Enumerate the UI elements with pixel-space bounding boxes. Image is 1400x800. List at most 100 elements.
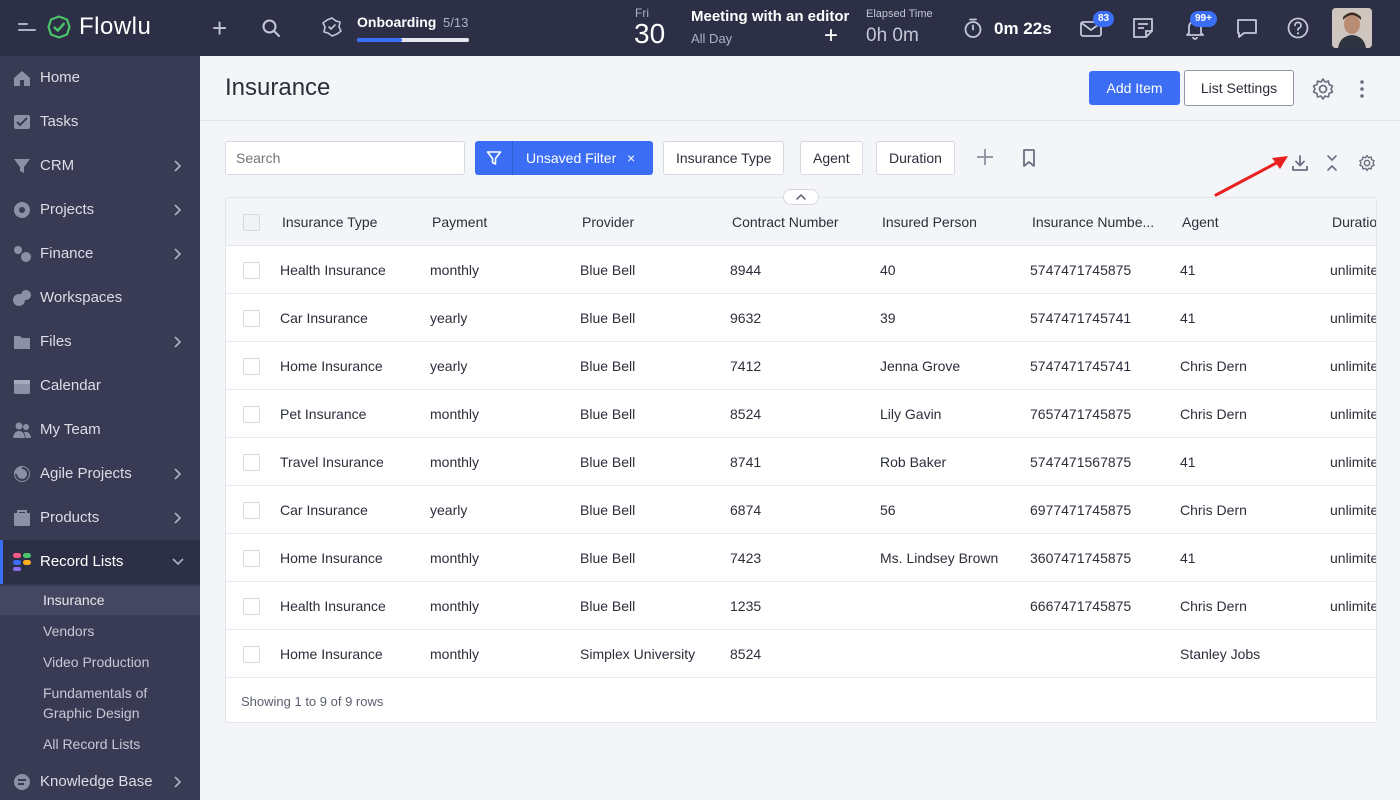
sidebar-subitem-fundamentals[interactable]: Fundamentals of Graphic Design xyxy=(43,685,148,721)
row-checkbox[interactable] xyxy=(243,550,260,567)
quick-add-plus-icon[interactable]: + xyxy=(212,13,228,43)
sidebar-item-tasks[interactable]: Tasks xyxy=(0,100,200,144)
column-header[interactable]: Duratio xyxy=(1332,214,1377,230)
sidebar-item-knowledge-base[interactable]: Knowledge Base xyxy=(0,760,200,800)
filter-chip-insurance-type[interactable]: Insurance Type xyxy=(663,141,785,175)
user-avatar[interactable] xyxy=(1332,8,1372,48)
filter-chip-agent[interactable]: Agent xyxy=(800,141,863,175)
close-icon[interactable]: × xyxy=(627,150,636,166)
sidebar-subitem-vendors[interactable]: Vendors xyxy=(43,623,95,639)
column-header[interactable]: Payment xyxy=(432,214,488,230)
table-cell: 8524 xyxy=(730,406,762,422)
add-filter-plus-icon[interactable] xyxy=(975,147,995,167)
collapse-filters-tab[interactable] xyxy=(783,189,819,205)
more-vertical-icon[interactable] xyxy=(1360,79,1364,99)
meeting-subtitle: All Day xyxy=(691,31,733,46)
help-icon[interactable] xyxy=(1286,16,1310,40)
page-header: Insurance Add Item List Settings xyxy=(200,56,1400,121)
select-all-checkbox[interactable] xyxy=(243,214,260,231)
row-checkbox[interactable] xyxy=(243,598,260,615)
app-logo-text[interactable]: Flowlu xyxy=(79,13,152,40)
row-checkbox[interactable] xyxy=(243,310,260,327)
table-row[interactable]: Home Insurance monthly Blue Bell 7423 Ms. Li… xyxy=(226,534,1376,582)
chat-icon[interactable] xyxy=(1235,16,1259,40)
column-header[interactable]: Insured Person xyxy=(882,214,977,230)
table-row[interactable]: Health Insurance monthly Blue Bell 1235 6667… xyxy=(226,582,1376,630)
sidebar-item-agile-projects[interactable]: Agile Projects xyxy=(0,452,200,496)
table-cell: Blue Bell xyxy=(580,358,636,374)
add-item-button[interactable]: Add Item xyxy=(1089,71,1180,105)
sidebar-item-products[interactable]: Products xyxy=(0,496,200,540)
row-checkbox[interactable] xyxy=(243,406,260,423)
table-settings-gear-icon[interactable] xyxy=(1358,154,1376,172)
sidebar-subitem-video-production[interactable]: Video Production xyxy=(43,654,150,670)
table-row[interactable]: Health Insurance monthly Blue Bell 8944 40 57… xyxy=(226,246,1376,294)
chevron-right-icon xyxy=(174,336,182,348)
column-header[interactable]: Contract Number xyxy=(732,214,839,230)
filter-chip-duration[interactable]: Duration xyxy=(876,141,955,175)
row-checkbox[interactable] xyxy=(243,454,260,471)
table-row[interactable]: Car Insurance yearly Blue Bell 6874 56 697747… xyxy=(226,486,1376,534)
row-checkbox[interactable] xyxy=(243,262,260,279)
row-checkbox[interactable] xyxy=(243,358,260,375)
table-cell: Pet Insurance xyxy=(280,406,367,422)
unsaved-filter-button[interactable]: Unsaved Filter × xyxy=(475,141,653,175)
sidebar-item-record-lists[interactable]: Record Lists xyxy=(0,540,200,584)
collapse-rows-icon[interactable] xyxy=(1326,154,1338,172)
knowledge-base-icon xyxy=(14,774,30,790)
sidebar-item-workspaces[interactable]: Workspaces xyxy=(0,276,200,320)
table-cell: unlimite xyxy=(1330,454,1377,470)
column-header[interactable]: Agent xyxy=(1182,214,1219,230)
gear-icon[interactable] xyxy=(1311,77,1335,101)
download-icon[interactable] xyxy=(1291,154,1309,172)
row-checkbox[interactable] xyxy=(243,502,260,519)
onboarding-count: 5/13 xyxy=(443,15,469,30)
sidebar-item-crm[interactable]: CRM xyxy=(0,144,200,188)
table-cell: monthly xyxy=(430,262,480,278)
sidebar-item-projects[interactable]: Projects xyxy=(0,188,200,232)
table-cell: Home Insurance xyxy=(280,550,383,566)
timer-icon[interactable] xyxy=(962,17,984,39)
table-row[interactable]: Home Insurance monthly Simplex University 8… xyxy=(226,630,1376,678)
active-indicator xyxy=(0,540,3,584)
sidebar-subitem-all-record-lists[interactable]: All Record Lists xyxy=(43,736,141,752)
sidebar-item-finance[interactable]: Finance xyxy=(0,232,200,276)
table-cell: Ms. Lindsey Brown xyxy=(880,550,999,566)
calendar-day-number[interactable]: 30 xyxy=(634,18,666,49)
filter-toggle[interactable] xyxy=(475,141,513,175)
table-row[interactable]: Car Insurance yearly Blue Bell 9632 39 574747… xyxy=(226,294,1376,342)
sidebar-item-label: My Team xyxy=(40,421,101,438)
add-event-plus-icon[interactable]: + xyxy=(824,22,839,49)
meeting-title[interactable]: Meeting with an editor xyxy=(691,8,850,25)
column-header[interactable]: Provider xyxy=(582,214,635,230)
sidebar-subitem-insurance[interactable]: Insurance xyxy=(0,586,200,615)
sidebar-item-my-team[interactable]: My Team xyxy=(0,408,200,452)
table-cell: Stanley Jobs xyxy=(1180,646,1261,662)
team-icon xyxy=(13,422,31,438)
table-cell: monthly xyxy=(430,406,480,422)
column-header[interactable]: Insurance Type xyxy=(282,214,378,230)
column-header[interactable]: Insurance Numbe... xyxy=(1032,214,1155,230)
onboarding-icon[interactable] xyxy=(321,16,343,38)
products-icon xyxy=(14,510,30,526)
notes-icon[interactable] xyxy=(1131,16,1155,40)
table-row[interactable]: Pet Insurance monthly Blue Bell 8524 Lily Ga… xyxy=(226,390,1376,438)
list-settings-button[interactable]: List Settings xyxy=(1184,70,1294,106)
search-icon[interactable] xyxy=(261,18,281,38)
record-lists-icon xyxy=(13,553,31,571)
table-row[interactable]: Travel Insurance monthly Blue Bell 8741 Rob … xyxy=(226,438,1377,486)
onboarding-progress-fill xyxy=(357,38,402,42)
bookmark-icon[interactable] xyxy=(1022,149,1036,167)
onboarding-title[interactable]: Onboarding xyxy=(357,14,437,30)
table-cell: Blue Bell xyxy=(580,454,636,470)
table-row[interactable]: Home Insurance yearly Blue Bell 7412 Jenna G… xyxy=(226,342,1376,390)
search-input[interactable] xyxy=(225,141,465,175)
sidebar-item-home[interactable]: Home xyxy=(0,56,200,100)
row-checkbox[interactable] xyxy=(243,646,260,663)
menu-icon[interactable] xyxy=(18,20,38,36)
sidebar-item-label: Agile Projects xyxy=(40,465,132,482)
table-cell: Blue Bell xyxy=(580,550,636,566)
sidebar-item-files[interactable]: Files xyxy=(0,320,200,364)
timer-value[interactable]: 0m 22s xyxy=(994,19,1052,38)
sidebar-item-calendar[interactable]: Calendar xyxy=(0,364,200,408)
